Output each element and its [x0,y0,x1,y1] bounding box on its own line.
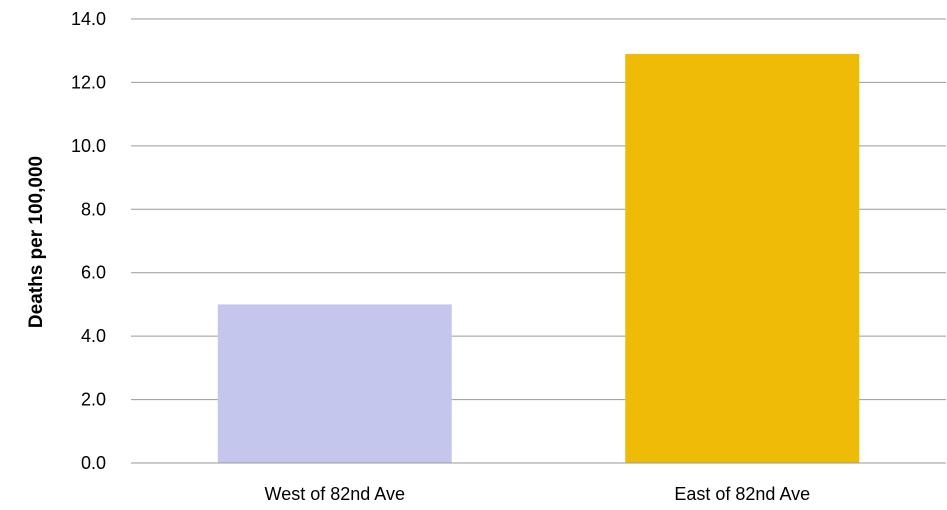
x-tick-label: East of 82nd Ave [674,484,810,504]
y-tick-labels: 0.0 2.0 4.0 6.0 8.0 10.0 12.0 14.0 [71,9,106,473]
y-tick-label: 6.0 [81,263,106,283]
x-tick-label: West of 82nd Ave [265,484,405,504]
y-axis-title: Deaths per 100,000 [26,156,47,328]
y-tick-label: 14.0 [71,9,106,29]
bar-2 [625,53,860,464]
y-tick-label: 4.0 [81,326,106,346]
bars [131,53,946,464]
y-tick-label: 2.0 [81,390,106,410]
y-tick-label: 8.0 [81,199,106,219]
x-tick-labels: West of 82nd Ave East of 82nd Ave [265,484,811,504]
y-tick-label: 0.0 [81,453,106,473]
bar-1 [217,304,452,463]
y-tick-label: 12.0 [71,72,106,92]
y-tick-label: 10.0 [71,136,106,156]
